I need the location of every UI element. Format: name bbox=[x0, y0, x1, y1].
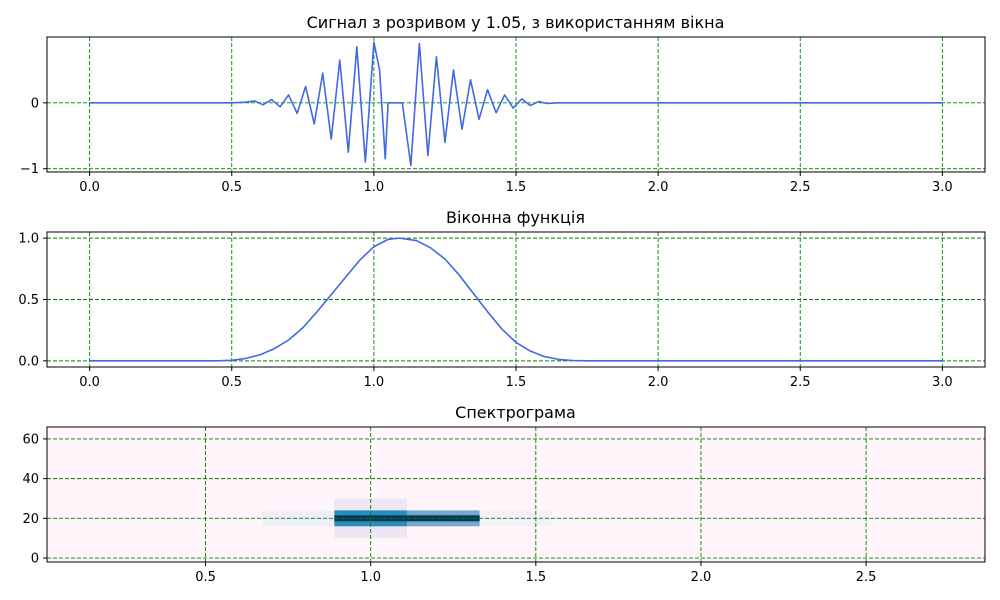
window-function-xtick-label-0: 0.0 bbox=[79, 375, 100, 390]
signal-ytick-label-0: −1 bbox=[20, 162, 39, 177]
window-function-xtick-label-2: 1.0 bbox=[364, 375, 385, 390]
spectrogram-ytick-label-3: 60 bbox=[22, 432, 39, 447]
signal-ytick-label-1: 0 bbox=[31, 96, 39, 111]
spectrogram-ytick-label-2: 40 bbox=[22, 472, 39, 487]
spectrogram-xtick-label-1: 1.0 bbox=[360, 570, 381, 585]
spectrogram-ytick-label-1: 20 bbox=[22, 512, 39, 527]
spectrogram-xtick-label-2: 1.5 bbox=[525, 570, 546, 585]
window-function-ytick-label-1: 0.5 bbox=[18, 293, 39, 308]
signal-xtick-label-2: 1.0 bbox=[364, 180, 385, 195]
window-function-series-line-0 bbox=[89, 237, 943, 362]
spectrogram-xtick-label-4: 2.5 bbox=[856, 570, 877, 585]
spectrogram-chart: Спектрограма 0.5 1.0 1.5 2.0 2.5 0 20 40 60 bbox=[22, 403, 986, 585]
signal-xtick-label-6: 3.0 bbox=[932, 180, 953, 195]
signal-xtick-label-4: 2.0 bbox=[648, 180, 669, 195]
spectrogram-xtick-label-3: 2.0 bbox=[691, 570, 712, 585]
window-function-ytick-label-0: 0.0 bbox=[18, 354, 39, 369]
signal-series-line-0 bbox=[89, 41, 943, 167]
window-function-chart-title: Віконна функція bbox=[446, 208, 585, 227]
window-function-xtick-label-1: 0.5 bbox=[221, 375, 242, 390]
window-function-xtick-label-6: 3.0 bbox=[932, 375, 953, 390]
window-function-ytick-label-2: 1.0 bbox=[18, 232, 39, 247]
signal-chart-title: Сигнал з розривом у 1.05, з використання… bbox=[307, 13, 725, 32]
spectrogram-chart-title: Спектрограма bbox=[455, 403, 576, 422]
signal-xtick-label-5: 2.5 bbox=[790, 180, 811, 195]
signal-xtick-label-3: 1.5 bbox=[506, 180, 527, 195]
spectrogram-axes-frame bbox=[46, 426, 986, 563]
signal-xtick-label-0: 0.0 bbox=[79, 180, 100, 195]
window-function-xtick-label-4: 2.0 bbox=[648, 375, 669, 390]
spectrogram-ytick-label-0: 0 bbox=[31, 552, 39, 567]
signal-xtick-label-1: 0.5 bbox=[221, 180, 242, 195]
signal-chart: Сигнал з розривом у 1.05, з використання… bbox=[20, 13, 986, 195]
window-function-chart: Віконна функція 0.0 0.5 1.0 1.5 2.0 2.5 3.0 0.0… bbox=[18, 208, 986, 390]
spectrogram-xtick-label-0: 0.5 bbox=[195, 570, 216, 585]
spectrogram-cell-0 bbox=[261, 510, 335, 527]
window-function-xtick-label-3: 1.5 bbox=[506, 375, 527, 390]
spectrogram-plot-area bbox=[47, 427, 985, 562]
window-function-xtick-label-5: 2.5 bbox=[790, 375, 811, 390]
